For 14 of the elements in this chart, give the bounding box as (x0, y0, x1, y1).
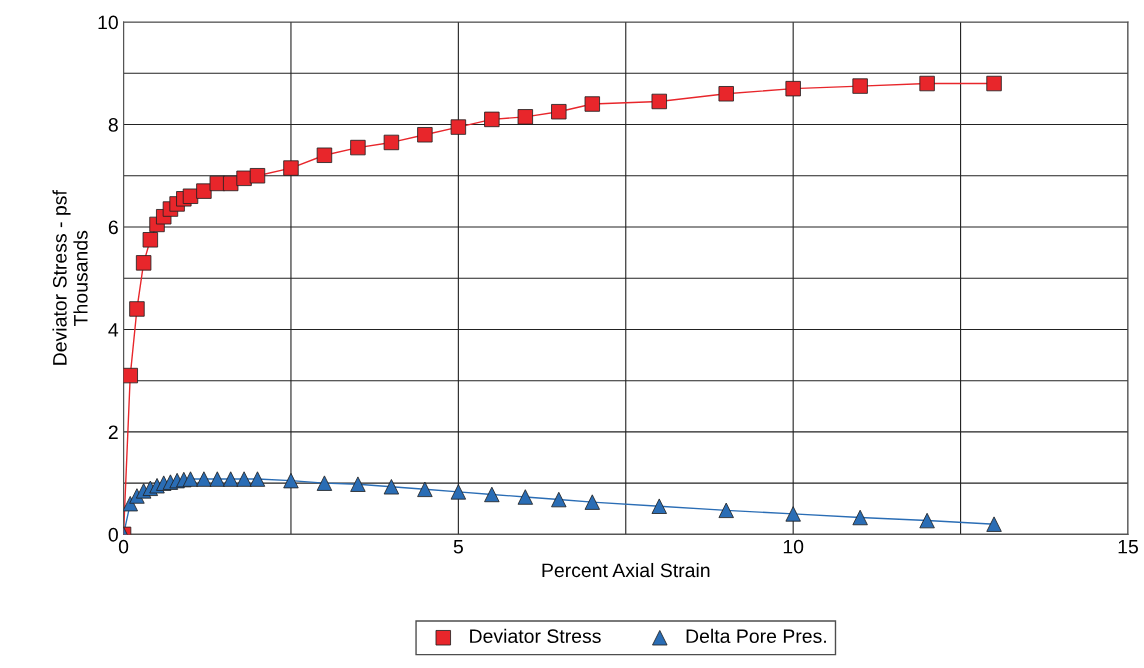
x-tick-label: 10 (783, 539, 804, 554)
y-tick-label: 6 (108, 220, 118, 235)
x-tick-label: 0 (118, 539, 129, 554)
y-tick-label: 4 (108, 323, 119, 337)
y-tick-label: 0 (108, 527, 118, 542)
x-tick-label: 15 (1118, 539, 1138, 554)
y-tick-label: 10 (98, 15, 118, 30)
x-axis-title: Percent Axial Strain (542, 562, 710, 578)
y-axis-title: Deviator Stress - psf Thousands (52, 190, 88, 365)
y-tick-label: 2 (108, 425, 118, 439)
x-tick-label: 5 (453, 539, 463, 554)
y-tick-label: 8 (108, 117, 118, 132)
legend-label: Delta Pore Pres. (686, 628, 826, 644)
legend-label: Deviator Stress (470, 628, 601, 644)
